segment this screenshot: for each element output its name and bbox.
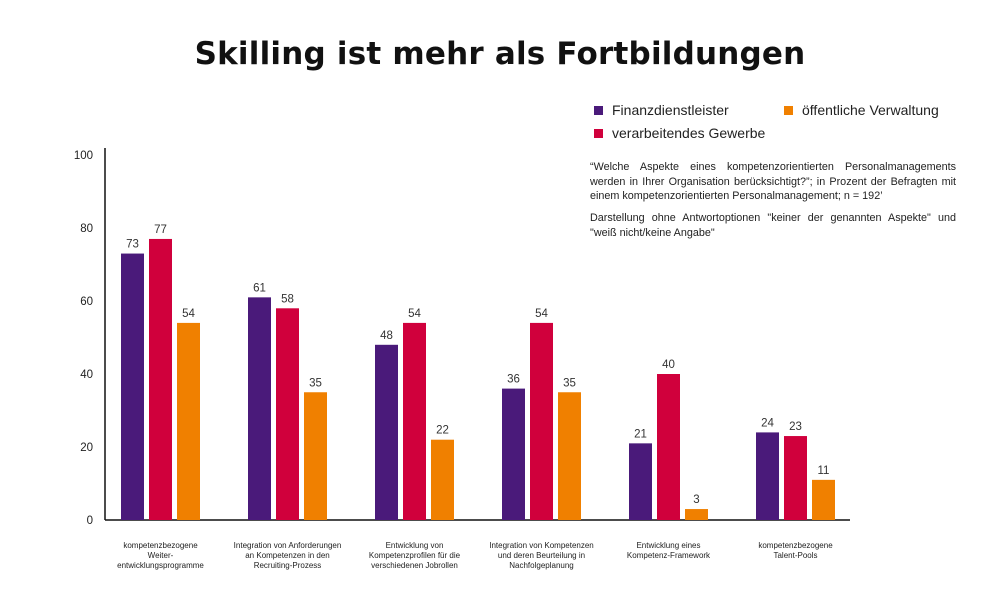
exclusion-note: Darstellung ohne Antwortoptionen "keiner…: [590, 212, 956, 239]
bar: [502, 388, 525, 520]
x-tick-label: Entwicklung eines Kompetenz-Framework: [627, 541, 711, 560]
data-label: 11: [818, 465, 830, 477]
bar: [812, 479, 835, 520]
bar: [629, 443, 652, 520]
bar: [657, 374, 680, 520]
x-tick-label: kompetenzbezogene Talent-Pools: [758, 541, 833, 560]
data-label: 24: [761, 417, 774, 429]
data-label: 48: [380, 330, 393, 342]
data-label: 61: [253, 282, 266, 294]
x-tick-label: Integration von Kompetenzen und deren Beu…: [489, 541, 594, 570]
y-tick-label: 20: [80, 442, 93, 454]
bar: [784, 436, 807, 520]
data-label: 35: [563, 377, 576, 389]
data-label: 23: [789, 421, 802, 433]
data-label: 54: [535, 308, 548, 320]
legend-label: öffentliche Verwaltung: [802, 102, 939, 118]
legend-swatch: [594, 128, 603, 138]
data-label: 36: [507, 374, 520, 386]
x-tick-label: kompetenzbezogene Weiter-entwicklungsprog…: [117, 541, 204, 570]
legend-swatch: [594, 105, 603, 115]
bar: [403, 322, 426, 520]
bar: [530, 322, 553, 520]
data-label: 3: [693, 494, 699, 506]
bar: [149, 238, 172, 520]
y-tick-label: 80: [80, 223, 93, 235]
legend-item-oeffentliche-verwaltung: öffentliche Verwaltung: [784, 102, 939, 118]
data-label: 35: [309, 377, 322, 389]
legend-swatch: [784, 105, 793, 115]
legend-label: verarbeitendes Gewerbe: [612, 125, 766, 141]
data-label: 54: [408, 308, 421, 320]
bar: [756, 432, 779, 520]
legend-label: Finanzdienstleister: [612, 102, 729, 118]
data-label: 73: [126, 239, 139, 251]
bar: [375, 344, 398, 520]
survey-question-note: “Welche Aspekte eines kompetenzorientier…: [590, 161, 956, 202]
bar: [431, 439, 454, 520]
bar: [558, 392, 581, 520]
bar: [276, 308, 299, 520]
bar: [121, 253, 144, 521]
data-label: 22: [436, 425, 449, 437]
data-label: 54: [182, 308, 195, 320]
legend-item-finanzdienstleister: Finanzdienstleister: [594, 102, 729, 118]
data-label: 58: [281, 293, 294, 305]
bar: [304, 392, 327, 520]
y-tick-label: 60: [80, 296, 93, 308]
data-label: 77: [154, 224, 167, 236]
bar: [685, 509, 708, 520]
chart-title: Skilling ist mehr als Fortbildungen: [194, 36, 806, 72]
y-tick-label: 100: [74, 150, 93, 162]
x-tick-label: Entwicklung von Kompetenzprofilen für die…: [369, 541, 461, 570]
x-tick-label: Integration von Anforderungen an Kompeten…: [234, 541, 342, 570]
legend-item-verarbeitendes-gewerbe: verarbeitendes Gewerbe: [594, 125, 765, 141]
data-label: 21: [634, 428, 647, 440]
bar: [177, 322, 200, 520]
y-tick-label: 40: [80, 369, 93, 381]
data-label: 40: [662, 359, 675, 371]
bar: [248, 297, 271, 520]
y-tick-label: 0: [87, 515, 93, 527]
